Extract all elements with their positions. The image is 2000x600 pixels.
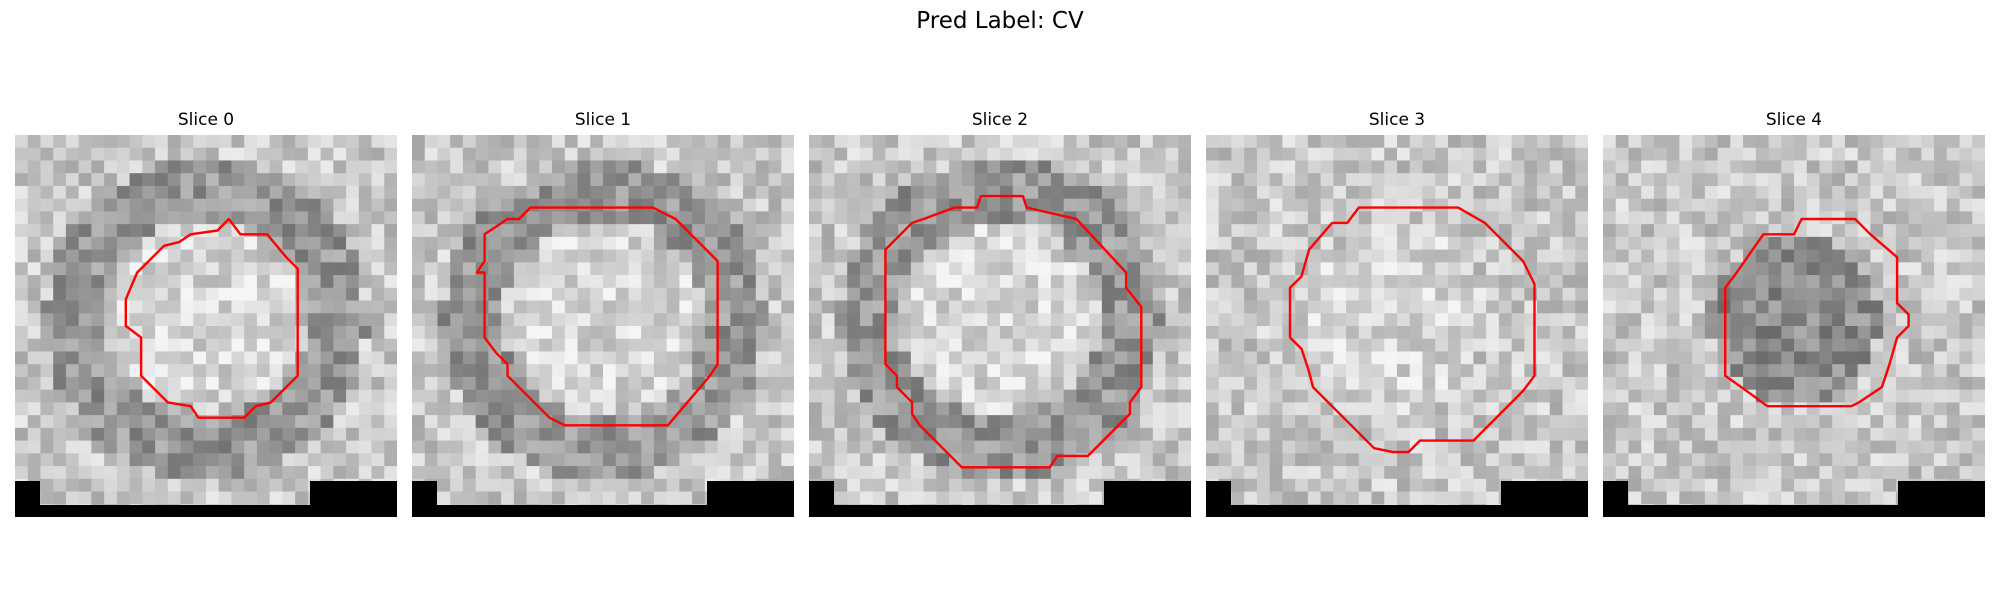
grayscale-pixels: [15, 135, 397, 517]
slice-title: Slice 3: [1368, 110, 1426, 130]
slice-panel: Slice 1: [412, 109, 794, 517]
slice-svg: [412, 135, 794, 517]
slice-title: Slice 2: [971, 110, 1029, 130]
slice-image: [1206, 135, 1588, 517]
grayscale-pixels: [1603, 135, 1985, 517]
slice-title: Slice 1: [574, 110, 632, 130]
black-padding: [15, 481, 397, 517]
segmentation-contour: [475, 206, 719, 427]
slice-panel: Slice 3: [1206, 109, 1588, 517]
grayscale-pixels: [1206, 135, 1588, 517]
slice-title: Slice 4: [1765, 110, 1823, 130]
grayscale-pixels: [412, 135, 794, 517]
slice-image: [1603, 135, 1985, 517]
grayscale-pixels: [809, 135, 1191, 517]
slice-panel: Slice 0: [15, 109, 397, 517]
segmentation-contour: [1723, 217, 1910, 408]
slice-image: [412, 135, 794, 517]
figure-title: Pred Label: CV: [916, 8, 1084, 34]
slice-svg: [1603, 135, 1985, 517]
slice-image: [809, 135, 1191, 517]
segmentation-contour: [124, 217, 299, 419]
slice-svg: [15, 135, 397, 517]
segmentation-contour: [884, 194, 1143, 469]
segmentation-contour: [1288, 206, 1536, 454]
slice-panel: Slice 4: [1603, 109, 1985, 517]
slice-svg: [1206, 135, 1588, 517]
slice-title: Slice 0: [177, 110, 235, 130]
black-padding: [412, 481, 794, 517]
black-padding: [1603, 481, 1985, 517]
black-padding: [1206, 481, 1588, 517]
slice-panel: Slice 2: [809, 109, 1191, 517]
black-padding: [809, 481, 1191, 517]
slice-svg: [809, 135, 1191, 517]
slice-image: [15, 135, 397, 517]
